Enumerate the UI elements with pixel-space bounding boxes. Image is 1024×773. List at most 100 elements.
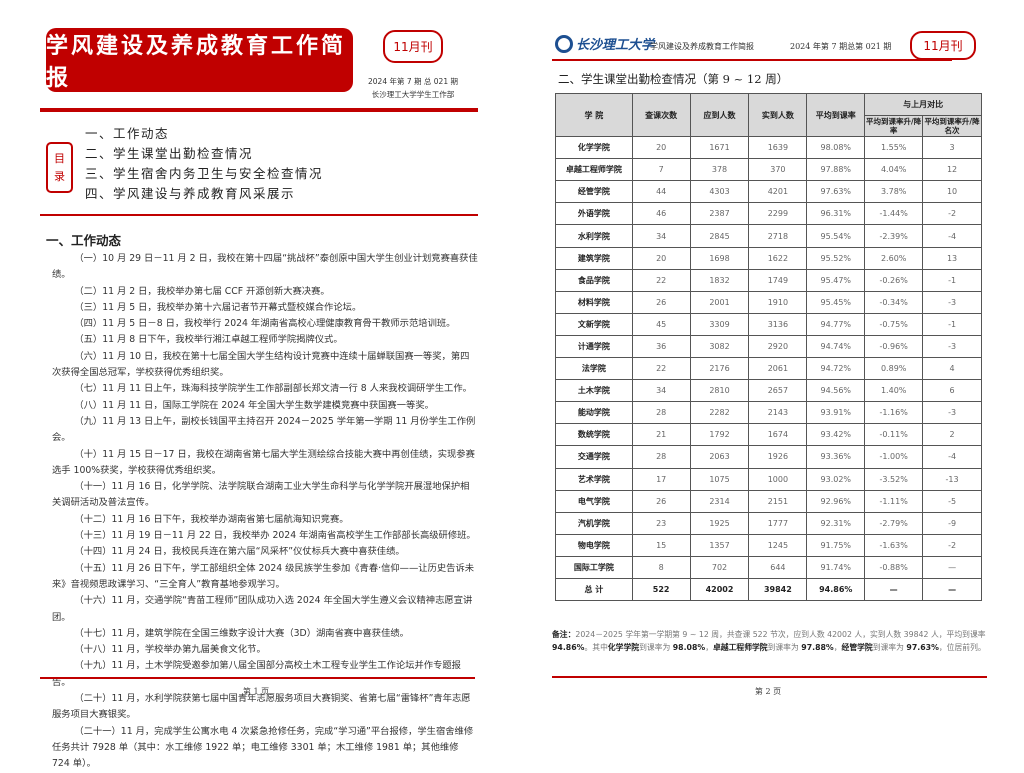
table-of-contents: 一、工作动态 二、学生课堂出勤检查情况 三、学生宿舍内务卫生与安全检查情况 四、… bbox=[85, 124, 323, 204]
col-header: 实到人数 bbox=[748, 92, 808, 138]
toc-item[interactable]: 四、学风建设与养成教育风采展示 bbox=[85, 186, 296, 201]
cell: 2001 bbox=[689, 290, 750, 314]
cell: 23 bbox=[631, 511, 691, 535]
cell: 1000 bbox=[748, 467, 808, 491]
table-row: 外语学院 46 2387 2299 96.31% -1.44% -2 bbox=[555, 202, 982, 226]
col-header: 平均到课率 bbox=[806, 92, 866, 138]
table-row: 物电学院 15 1357 1245 91.75% -1.63% -2 bbox=[555, 533, 982, 557]
cell: 1792 bbox=[689, 423, 750, 447]
cell: 3309 bbox=[689, 312, 750, 336]
table-row: 建筑学院 20 1698 1622 95.52% 2.60% 13 bbox=[555, 246, 982, 270]
cell: 644 bbox=[748, 555, 808, 579]
cell: 93.36% bbox=[806, 445, 866, 469]
college-name: 材料学院 bbox=[555, 290, 633, 314]
note-text: 到课率为 bbox=[767, 643, 802, 652]
cell: -5 bbox=[922, 489, 982, 513]
note-value: 97.88% bbox=[801, 643, 834, 652]
cell: -0.26% bbox=[864, 268, 924, 292]
sub-header: 平均到课率升/降率 bbox=[864, 115, 924, 138]
cell: 2299 bbox=[748, 202, 808, 226]
cell: 97.63% bbox=[806, 180, 866, 204]
college-name: 法学院 bbox=[555, 357, 633, 381]
cell: 3082 bbox=[689, 334, 750, 359]
cell: 96.31% bbox=[806, 202, 866, 226]
news-item: （七）11 月 11 日上午，珠海科技学院学生工作部副部长郑文清一行 8 人来我… bbox=[74, 383, 472, 395]
cell: 1.55% bbox=[864, 136, 924, 160]
cell: -0.75% bbox=[864, 312, 924, 336]
college-name: 国际工学院 bbox=[555, 555, 633, 579]
note-college: 化学学院 bbox=[607, 643, 640, 652]
cell: 2063 bbox=[689, 445, 750, 469]
cell: -13 bbox=[922, 467, 982, 491]
cell: 97.88% bbox=[806, 158, 866, 182]
table-row: 卓越工程师学院 7 378 370 97.88% 4.04% 12 bbox=[555, 158, 982, 182]
news-item: （八）11 月 11 日，国际工学院在 2024 年全国大学生数学建模竞赛中获国… bbox=[74, 399, 434, 411]
cell: 1245 bbox=[748, 533, 808, 557]
table-row: 土木学院 34 2810 2657 94.56% 1.40% 6 bbox=[555, 379, 982, 403]
attendance-table: 学 院 查课次数 应到人数 实到人数 平均到课率 与上月对比 平均到课率升/降率… bbox=[555, 92, 982, 602]
cell: 13 bbox=[922, 246, 982, 270]
table-row: 法学院 22 2176 2061 94.72% 0.89% 4 bbox=[555, 357, 982, 381]
note-college: 经管学院 bbox=[841, 643, 873, 652]
note-college: 卓越工程师学院 bbox=[713, 643, 768, 652]
news-item: （三）11 月 5 日，我校举办第十六届记者节开幕式暨校媒合作论坛。 bbox=[74, 301, 362, 313]
toc-item[interactable]: 三、学生宿舍内务卫生与安全检查情况 bbox=[85, 166, 324, 181]
news-item: （十八）11 月，学校举办第九届美食文化节。 bbox=[74, 644, 266, 656]
college-name: 卓越工程师学院 bbox=[555, 158, 633, 182]
cell: 1622 bbox=[748, 246, 808, 270]
divider bbox=[40, 214, 478, 216]
toc-item[interactable]: 二、学生课堂出勤检查情况 bbox=[85, 146, 254, 161]
table-row: 化学学院 20 1671 1639 98.08% 1.55% 3 bbox=[555, 136, 982, 160]
cell: 2657 bbox=[748, 379, 808, 403]
cell: 378 bbox=[689, 158, 750, 182]
cell: -4 bbox=[922, 224, 982, 248]
table-row: 计通学院 36 3082 2920 94.74% -0.96% -3 bbox=[555, 334, 982, 359]
cell: -3.52% bbox=[864, 467, 924, 491]
cell: -0.96% bbox=[864, 334, 924, 359]
cell: — bbox=[922, 577, 982, 602]
cell: 92.96% bbox=[806, 489, 866, 513]
cell: -4 bbox=[922, 445, 982, 469]
cell: 95.54% bbox=[806, 224, 866, 248]
table-row: 电气学院 26 2314 2151 92.96% -1.11% -5 bbox=[555, 489, 982, 513]
cell: 1.40% bbox=[864, 379, 924, 403]
news-item: （十九）11 月，土木学院受邀参加第八届全国部分高校土木工程专业学生工作论坛并作… bbox=[52, 660, 461, 688]
cell: 8 bbox=[631, 555, 691, 579]
cell: 17 bbox=[631, 467, 691, 491]
section-title: 二、学生课堂出勤检查情况（第 9 ~ 12 周） bbox=[558, 72, 789, 86]
cell: 1075 bbox=[689, 467, 750, 491]
logo-text: 长沙理工大学 bbox=[576, 38, 655, 53]
cell: -1 bbox=[922, 268, 982, 292]
college-name: 交通学院 bbox=[555, 445, 633, 469]
issue-line: 2024 年第 7 期 总 021 期 bbox=[368, 77, 458, 86]
note-text: ， bbox=[705, 643, 714, 652]
cell: 3 bbox=[922, 136, 982, 160]
page-number: 第 2 页 bbox=[754, 687, 782, 696]
cell: 22 bbox=[631, 268, 691, 292]
issue-badge: 11月刊 bbox=[910, 31, 976, 60]
cell: 2387 bbox=[689, 202, 750, 226]
news-item: （十五）11 月 26 日下午，学工部组织全体 2024 级民族学生参加《青春·… bbox=[52, 562, 475, 590]
cell: 1671 bbox=[689, 136, 750, 160]
cell: 95.52% bbox=[806, 246, 866, 270]
cell: 10 bbox=[922, 180, 982, 204]
cell: 2 bbox=[922, 423, 982, 447]
college-name: 数统学院 bbox=[555, 423, 633, 447]
toc-item[interactable]: 一、工作动态 bbox=[85, 126, 170, 141]
cell: 93.02% bbox=[806, 467, 866, 491]
news-item: （十一）11 月 16 日，化学学院、法学院联合湖南工业大学生命科学与化学学院开… bbox=[52, 481, 470, 509]
cell: 4 bbox=[922, 357, 982, 381]
newsletter-title: 学风建设及养成教育工作简报 bbox=[46, 28, 353, 92]
sub-header: 平均到课率升/降名次 bbox=[922, 115, 982, 138]
cell: -1.44% bbox=[864, 202, 924, 226]
note-text: ， bbox=[833, 643, 842, 652]
cell: 46 bbox=[631, 202, 691, 226]
college-name: 总 计 bbox=[555, 577, 633, 602]
college-name: 计通学院 bbox=[555, 334, 633, 359]
cell: -2 bbox=[922, 202, 982, 226]
college-name: 土木学院 bbox=[555, 379, 633, 403]
cell: 2810 bbox=[689, 379, 750, 403]
header-divider bbox=[552, 59, 952, 61]
college-name: 食品学院 bbox=[555, 268, 633, 292]
cell: 7 bbox=[631, 158, 691, 182]
